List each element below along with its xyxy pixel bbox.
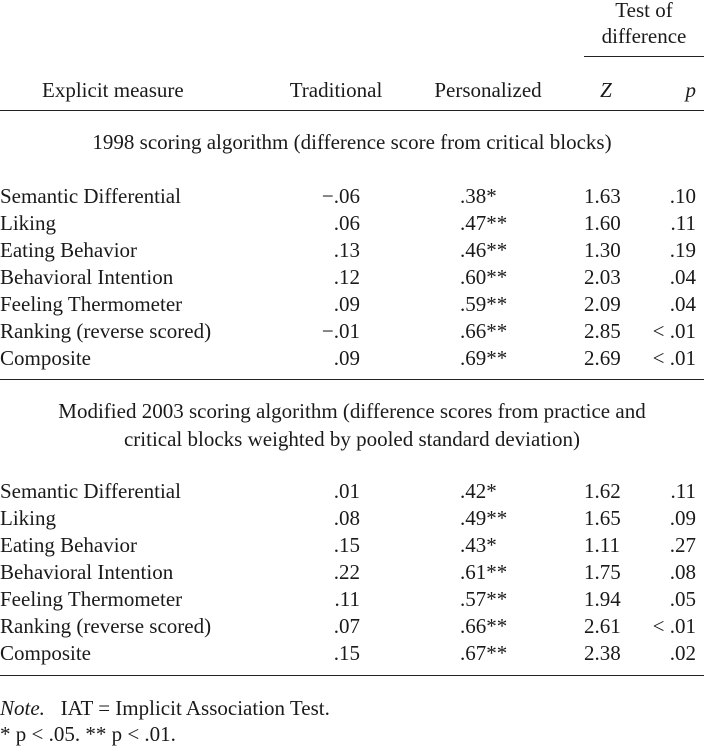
- section-title: critical blocks weighted by pooled stand…: [123, 427, 581, 451]
- cell-measure: Behavioral Intention: [0, 265, 174, 289]
- cell-personalized: .67**: [460, 641, 508, 665]
- cell-measure: Liking: [0, 211, 56, 235]
- cell-traditional: .11: [334, 587, 360, 611]
- cell-measure: Feeling Thermometer: [0, 292, 183, 316]
- cell-personalized: .47**: [460, 211, 508, 235]
- cell-personalized: .49**: [460, 506, 508, 530]
- cell-personalized: .66**: [460, 319, 508, 343]
- cell-traditional: −.01: [321, 319, 360, 343]
- table-bottom-rule: [0, 675, 704, 676]
- cell-personalized: .42*: [460, 479, 497, 503]
- cell-measure: Semantic Differential: [0, 184, 181, 208]
- header-rule: [0, 110, 704, 111]
- cell-z: 1.63: [584, 184, 621, 208]
- cell-measure: Composite: [0, 641, 92, 665]
- cell-traditional: −.06: [321, 184, 360, 208]
- group-header-line1: Test of: [615, 0, 673, 22]
- cell-p: .02: [669, 641, 696, 665]
- note-text: IAT = Implicit Association Test.: [60, 696, 330, 720]
- cell-p: .11: [670, 211, 696, 235]
- cell-traditional: .01: [333, 479, 360, 503]
- cell-traditional: .08: [333, 506, 360, 530]
- col-header-z: Z: [600, 78, 612, 102]
- cell-p: .08: [669, 560, 696, 584]
- col-header-measure: Explicit measure: [42, 78, 184, 102]
- section-divider-rule: [0, 379, 704, 380]
- cell-p: .05: [669, 587, 696, 611]
- col-header-traditional: Traditional: [289, 78, 383, 102]
- cell-traditional: .06: [333, 211, 360, 235]
- cell-z: 1.11: [584, 533, 620, 557]
- cell-p: .04: [669, 292, 696, 316]
- cell-z: 1.75: [584, 560, 621, 584]
- cell-traditional: .09: [333, 346, 360, 370]
- cell-traditional: .13: [333, 238, 360, 262]
- cell-z: 2.09: [584, 292, 621, 316]
- cell-p: .09: [669, 506, 696, 530]
- cell-z: 1.65: [584, 506, 621, 530]
- cell-traditional: .22: [333, 560, 360, 584]
- cell-measure: Eating Behavior: [0, 238, 138, 262]
- cell-measure: Liking: [0, 506, 56, 530]
- cell-measure: Eating Behavior: [0, 533, 138, 557]
- col-header-personalized: Personalized: [434, 78, 542, 102]
- note-label: Note.: [0, 696, 45, 720]
- cell-z: 1.60: [584, 211, 621, 235]
- cell-traditional: .15: [333, 533, 360, 557]
- cell-p: < .01: [652, 319, 696, 343]
- group-header-rule: [584, 56, 704, 57]
- cell-p: < .01: [652, 346, 696, 370]
- cell-measure: Behavioral Intention: [0, 560, 174, 584]
- cell-measure: Feeling Thermometer: [0, 587, 183, 611]
- cell-p: .04: [669, 265, 696, 289]
- cell-traditional: .12: [333, 265, 360, 289]
- cell-z: 2.85: [584, 319, 621, 343]
- cell-personalized: .61**: [460, 560, 508, 584]
- significance-note: * p < .05. ** p < .01.: [0, 722, 176, 746]
- cell-z: 1.62: [584, 479, 621, 503]
- cell-traditional: .15: [333, 641, 360, 665]
- col-header-p: p: [685, 78, 697, 102]
- table-note: Note. IAT = Implicit Association Test.: [0, 698, 330, 719]
- group-header-line2: difference: [601, 24, 687, 48]
- cell-personalized: .57**: [460, 587, 508, 611]
- cell-personalized: .46**: [460, 238, 508, 262]
- cell-measure: Composite: [0, 346, 92, 370]
- cell-p: .27: [669, 533, 696, 557]
- cell-personalized: .43*: [460, 533, 497, 557]
- cell-z: 2.03: [584, 265, 621, 289]
- cell-z: 2.38: [584, 641, 621, 665]
- cell-personalized: .60**: [460, 265, 508, 289]
- cell-z: 1.94: [584, 587, 621, 611]
- cell-z: 2.61: [584, 614, 621, 638]
- cell-p: < .01: [652, 614, 696, 638]
- cell-p: .10: [669, 184, 696, 208]
- cell-personalized: .59**: [460, 292, 508, 316]
- cell-z: 1.30: [584, 238, 621, 262]
- cell-personalized: .66**: [460, 614, 508, 638]
- cell-measure: Semantic Differential: [0, 479, 181, 503]
- cell-measure: Ranking (reverse scored): [0, 614, 212, 638]
- section-title: Modified 2003 scoring algorithm (differe…: [58, 399, 646, 423]
- cell-p: .11: [670, 479, 696, 503]
- cell-z: 2.69: [584, 346, 621, 370]
- cell-personalized: .69**: [460, 346, 508, 370]
- cell-personalized: .38*: [460, 184, 497, 208]
- cell-traditional: .07: [333, 614, 360, 638]
- cell-p: .19: [669, 238, 696, 262]
- cell-traditional: .09: [333, 292, 360, 316]
- section-title: 1998 scoring algorithm (difference score…: [92, 130, 612, 154]
- cell-measure: Ranking (reverse scored): [0, 319, 212, 343]
